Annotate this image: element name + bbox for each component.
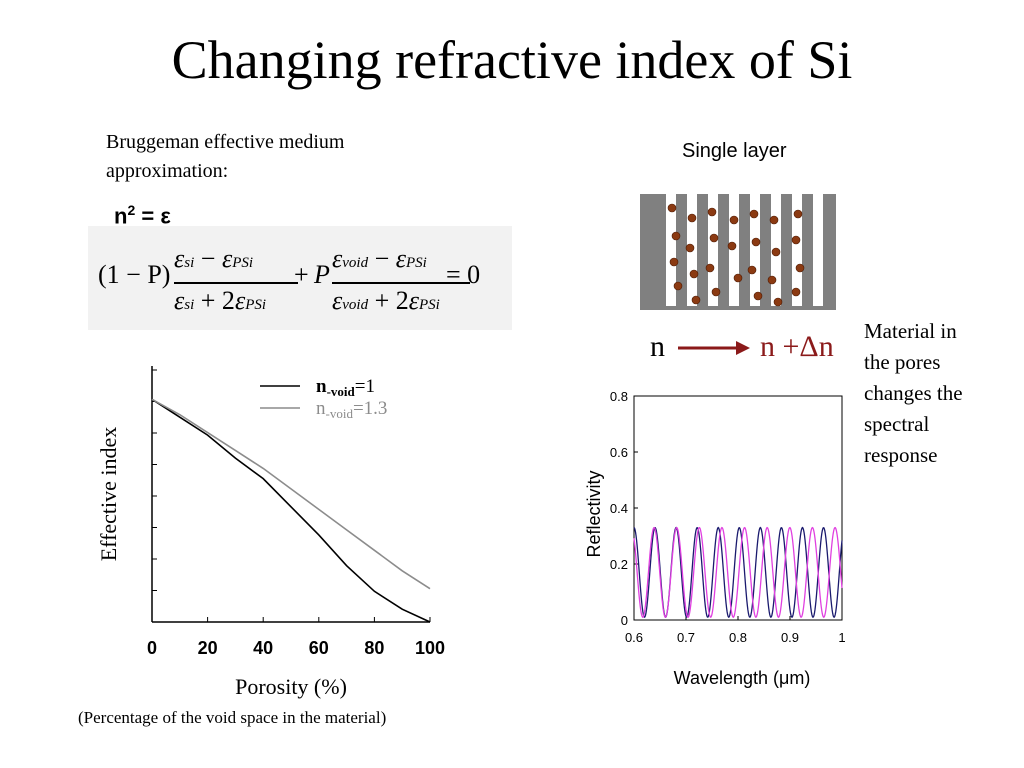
x-tick-label: 0 xyxy=(147,638,157,658)
one-minus-p: (1 − P) xyxy=(98,260,171,289)
particle xyxy=(753,291,763,301)
intro-line-2: approximation: xyxy=(106,160,229,182)
particle xyxy=(707,207,717,217)
x-tick-label: 0.6 xyxy=(625,630,643,645)
x-tick-label: 20 xyxy=(198,638,218,658)
legend-label: n-void=1 xyxy=(316,376,375,399)
pore xyxy=(666,194,676,306)
x-axis-label: Porosity (%) xyxy=(235,674,347,699)
page-title: Changing refractive index of Si xyxy=(171,30,853,90)
particle xyxy=(711,287,721,297)
y-tick-label: 0.2 xyxy=(610,557,628,572)
effective-index-chart: 0 20 40 60 80 100 Porosity (%) Effective index n… xyxy=(96,366,445,699)
particle xyxy=(669,257,679,267)
particle xyxy=(729,215,739,225)
pore xyxy=(729,194,739,306)
x-tick-label: 40 xyxy=(253,638,273,658)
side-text-line: the pores xyxy=(864,350,941,374)
series-line xyxy=(633,526,843,619)
particle xyxy=(709,233,719,243)
x-axis-label: Wavelength (μm) xyxy=(674,668,811,688)
reflectivity-chart: 0 0.2 0.4 0.6 0.8 0.6 0.7 0.8 0.9 1 Wavelength (μm… xyxy=(584,389,846,688)
side-text-line: response xyxy=(864,443,938,467)
y-tick-label: 0.8 xyxy=(610,389,628,404)
n-delta-label: n +Δn xyxy=(760,330,834,363)
particle xyxy=(733,273,743,283)
intro-text: Bruggeman effective medium approximation… xyxy=(106,128,436,186)
y-tick-label: 0.4 xyxy=(610,501,628,516)
particle xyxy=(689,269,699,279)
particle xyxy=(747,265,757,275)
particle xyxy=(771,247,781,257)
arrow-icon xyxy=(678,341,750,355)
particle xyxy=(773,297,783,307)
x-tick-label: 0.9 xyxy=(781,630,799,645)
n-label: n xyxy=(650,330,665,363)
side-text: Material in the pores changes the spectr… xyxy=(864,316,1024,471)
particle xyxy=(751,237,761,247)
x-tick-label: 80 xyxy=(364,638,384,658)
x-tick-label: 100 xyxy=(415,638,445,658)
porous-layer-diagram xyxy=(640,194,836,310)
particle xyxy=(691,295,701,305)
equals-zero: = 0 xyxy=(446,260,481,289)
pore xyxy=(813,194,823,306)
y-tick-label: 0.6 xyxy=(610,445,628,460)
particle xyxy=(767,275,777,285)
particle xyxy=(795,263,805,273)
particle xyxy=(685,243,695,253)
particle xyxy=(749,209,759,219)
particle xyxy=(769,215,779,225)
pore xyxy=(792,194,802,306)
diagram-heading: Single layer xyxy=(682,140,787,162)
x-tick-label: 60 xyxy=(309,638,329,658)
particle xyxy=(673,281,683,291)
particle xyxy=(791,287,801,297)
n-squared-equation: n2 = ε xyxy=(114,202,171,229)
p-symbol: P xyxy=(314,260,330,289)
particle xyxy=(667,203,677,213)
particle xyxy=(793,209,803,219)
side-text-line: spectral xyxy=(864,412,930,436)
legend-label: n-void=1.3 xyxy=(316,398,387,421)
bruggeman-formula: n2 = ε (1 − P) εsi − εPSi εsi + 2εPSi + … xyxy=(88,198,512,332)
series-line xyxy=(151,398,431,623)
y-tick-label: 0 xyxy=(621,613,628,628)
pore xyxy=(750,194,760,306)
y-axis-label: Effective index xyxy=(96,427,121,562)
formula-background xyxy=(88,226,512,330)
y-axis-label: Reflectivity xyxy=(584,470,604,557)
particle xyxy=(671,231,681,241)
series-line xyxy=(151,398,431,590)
pore xyxy=(708,194,718,306)
plus-sign: + xyxy=(294,260,309,289)
side-text-line: changes the xyxy=(864,381,963,405)
caption: (Percentage of the void space in the mat… xyxy=(78,708,387,727)
x-tick-label: 0.7 xyxy=(677,630,695,645)
intro-line-1: Bruggeman effective medium xyxy=(106,131,345,153)
side-text-line: Material in xyxy=(864,319,957,343)
series-line xyxy=(633,526,843,619)
particle xyxy=(705,263,715,273)
particle xyxy=(687,213,697,223)
x-tick-label: 0.8 xyxy=(729,630,747,645)
particle xyxy=(727,241,737,251)
particle xyxy=(791,235,801,245)
x-tick-label: 1 xyxy=(838,630,845,645)
